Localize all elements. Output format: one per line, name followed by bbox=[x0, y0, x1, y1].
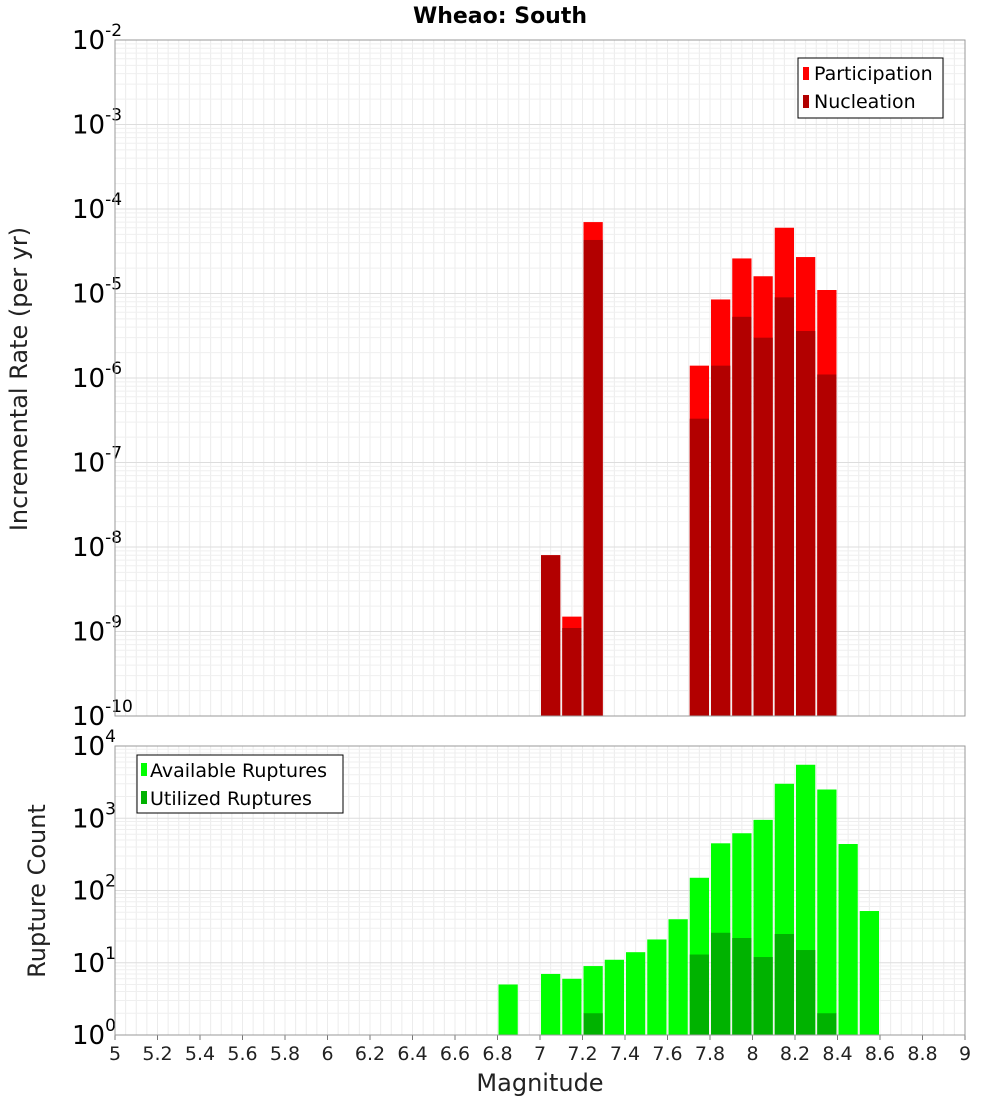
x-tick-label: 9 bbox=[959, 1043, 971, 1065]
y-tick-label: 10-9 bbox=[72, 613, 122, 648]
legend-swatch-available bbox=[141, 763, 147, 776]
x-tick-label: 6 bbox=[321, 1043, 333, 1065]
legend-swatch-participation bbox=[803, 67, 809, 80]
top-plot-frame bbox=[114, 39, 966, 717]
x-axis-label: Magnitude bbox=[476, 1069, 603, 1097]
bar-nucleation bbox=[689, 418, 709, 716]
bar-nucleation bbox=[817, 374, 837, 716]
legend-label-utilized: Utilized Ruptures bbox=[150, 788, 312, 810]
legend-label-nucleation: Nucleation bbox=[814, 91, 916, 113]
x-tick-label: 5.8 bbox=[270, 1043, 300, 1065]
y-tick-label: 100 bbox=[72, 1016, 116, 1051]
bar-available-ruptures bbox=[604, 959, 624, 1035]
y-tick-label: 10-4 bbox=[72, 190, 122, 225]
x-ticks: 5 5.2 5.4 5.6 5.8 6 6.2 6.4 6.6 6.8 7 7.2 7.4 7.6 7.8 8… bbox=[109, 1035, 971, 1065]
x-tick-label: 6.4 bbox=[397, 1043, 427, 1065]
top-legend: Participation Nucleation bbox=[797, 57, 944, 119]
x-tick-label: 8.2 bbox=[780, 1043, 810, 1065]
y-tick-label: 10-6 bbox=[72, 359, 122, 394]
y-tick-label: 10-2 bbox=[72, 21, 122, 56]
bar-utilized-ruptures bbox=[689, 954, 709, 1035]
bottom-plot-frame bbox=[114, 745, 966, 1036]
bar-nucleation bbox=[562, 628, 582, 716]
x-tick-label: 5.2 bbox=[142, 1043, 172, 1065]
top-bars bbox=[541, 222, 837, 716]
x-tick-label: 8 bbox=[746, 1043, 758, 1065]
bar-available-ruptures bbox=[838, 844, 858, 1035]
bar-available-ruptures bbox=[859, 911, 879, 1035]
x-tick-label: 7.8 bbox=[695, 1043, 725, 1065]
bar-nucleation bbox=[583, 239, 603, 716]
bottom-bars bbox=[498, 764, 879, 1035]
x-tick-label: 7.4 bbox=[610, 1043, 640, 1065]
legend-swatch-utilized bbox=[141, 791, 147, 804]
legend-swatch-nucleation bbox=[803, 95, 809, 108]
bottom-y-ticks: 100 101 102 103 104 bbox=[72, 727, 116, 1051]
x-tick-label: 6.6 bbox=[440, 1043, 470, 1065]
y-tick-label: 104 bbox=[72, 727, 116, 762]
x-tick-label: 8.6 bbox=[865, 1043, 895, 1065]
y-tick-label: 101 bbox=[72, 944, 116, 979]
bar-available-ruptures bbox=[668, 919, 688, 1035]
x-tick-label: 5.4 bbox=[185, 1043, 215, 1065]
bottom-y-axis-label: Rupture Count bbox=[23, 804, 51, 978]
x-tick-label: 5 bbox=[109, 1043, 121, 1065]
bar-available-ruptures bbox=[817, 789, 837, 1035]
x-tick-label: 6.8 bbox=[482, 1043, 512, 1065]
bar-available-ruptures bbox=[541, 973, 561, 1035]
bar-nucleation bbox=[711, 365, 731, 716]
top-y-axis-label: Incremental Rate (per yr) bbox=[5, 227, 33, 531]
x-tick-label: 5.6 bbox=[227, 1043, 257, 1065]
bar-utilized-ruptures bbox=[796, 950, 816, 1035]
x-tick-label: 8.4 bbox=[822, 1043, 852, 1065]
bar-nucleation bbox=[541, 555, 561, 716]
legend-label-participation: Participation bbox=[814, 63, 933, 85]
x-tick-label: 7.6 bbox=[652, 1043, 682, 1065]
bar-available-ruptures bbox=[498, 984, 518, 1035]
y-tick-label: 10-7 bbox=[72, 444, 122, 479]
bottom-legend-box bbox=[136, 754, 344, 814]
legend-label-available: Available Ruptures bbox=[150, 760, 327, 782]
bar-utilized-ruptures bbox=[711, 932, 731, 1035]
y-tick-label: 102 bbox=[72, 872, 116, 907]
y-tick-label: 10-10 bbox=[72, 697, 133, 732]
x-tick-label: 6.2 bbox=[355, 1043, 385, 1065]
bar-available-ruptures bbox=[647, 939, 667, 1035]
bar-utilized-ruptures bbox=[583, 1013, 603, 1035]
y-tick-label: 10-3 bbox=[72, 106, 122, 141]
bar-nucleation bbox=[774, 297, 794, 716]
x-tick-label: 7 bbox=[534, 1043, 546, 1065]
bar-utilized-ruptures bbox=[753, 957, 773, 1035]
bar-utilized-ruptures bbox=[774, 933, 794, 1035]
top-grid bbox=[114, 40, 966, 717]
bar-available-ruptures bbox=[562, 978, 582, 1035]
x-tick-label: 7.2 bbox=[567, 1043, 597, 1065]
bar-utilized-ruptures bbox=[732, 938, 752, 1035]
bar-nucleation bbox=[753, 337, 773, 716]
y-tick-label: 10-8 bbox=[72, 528, 122, 563]
bar-available-ruptures bbox=[626, 952, 646, 1035]
y-tick-label: 10-5 bbox=[72, 275, 122, 310]
x-tick-label: 8.8 bbox=[907, 1043, 937, 1065]
bar-nucleation bbox=[732, 316, 752, 716]
bottom-legend: Available Ruptures Utilized Ruptures bbox=[136, 754, 344, 814]
top-y-ticks: 10-10 10-9 10-8 10-7 10-6 10-5 10-4 10-3 10-2 bbox=[72, 21, 133, 732]
y-tick-label: 103 bbox=[72, 799, 116, 834]
bar-utilized-ruptures bbox=[817, 1013, 837, 1035]
top-legend-box bbox=[797, 57, 944, 119]
chart-title: Wheao: South bbox=[413, 4, 587, 29]
bar-nucleation bbox=[796, 330, 816, 716]
